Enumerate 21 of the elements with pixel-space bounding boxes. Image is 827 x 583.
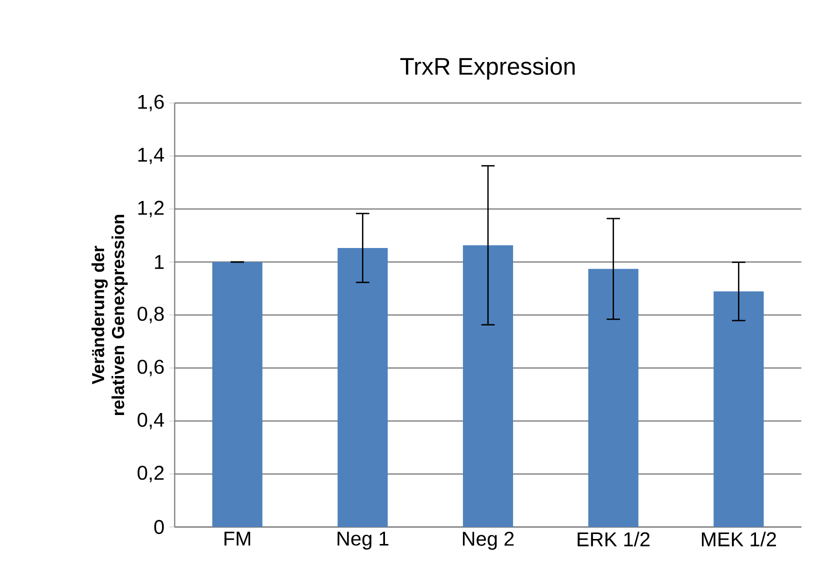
x-tick-label: Neg 1 — [338, 532, 388, 550]
y-axis-title: Veränderung der relativen Genexpression — [92, 214, 128, 416]
y-tick-label: 1 — [155, 255, 164, 269]
x-tick-label: ERK 1/2 — [578, 532, 650, 546]
y-tick-label: 1,4 — [138, 148, 164, 164]
bar — [714, 291, 764, 527]
bar — [588, 268, 638, 527]
bar — [338, 248, 388, 527]
y-tick-label: 0,4 — [138, 412, 164, 430]
y-tick-label: 0,8 — [138, 306, 164, 324]
y-tick-label: 0 — [154, 520, 164, 534]
x-tick-label: FM — [224, 532, 250, 546]
y-tick-label: 1,2 — [138, 200, 164, 218]
y-tick-label: 1,6 — [138, 94, 164, 112]
bar — [462, 245, 514, 527]
x-tick-label: Neg 2 — [462, 532, 514, 550]
bar — [212, 262, 262, 527]
y-tick-label: 0,2 — [138, 466, 164, 482]
y-tick-label: 0,6 — [138, 360, 164, 376]
x-tick-label: MEK 1/2 — [702, 532, 776, 546]
chart-title: TrxR Expression — [400, 57, 575, 80]
